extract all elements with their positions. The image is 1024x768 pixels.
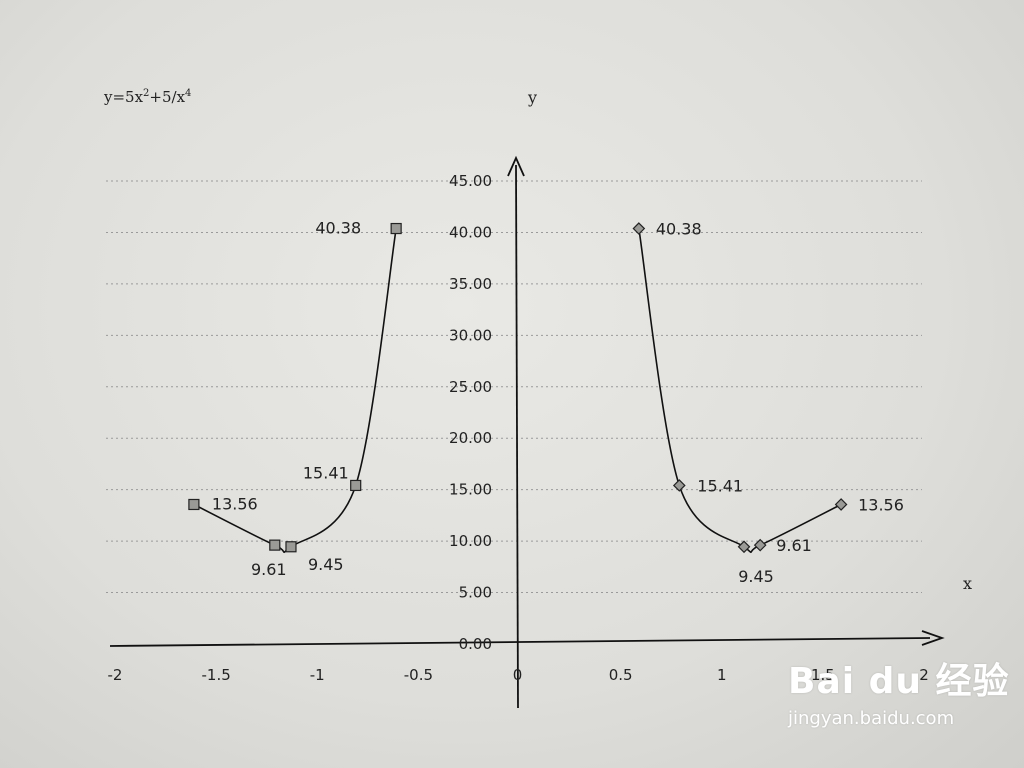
data-point-diamond <box>632 222 646 235</box>
series-line <box>193 228 397 554</box>
watermark: Bai du 经验 jingyan.baidu.com <box>788 652 1010 729</box>
y-tick-label: 10.00 <box>449 532 492 550</box>
x-tick-label: 0 <box>513 666 523 684</box>
data-label: 40.38 <box>315 219 361 238</box>
x-tick-label: -0.5 <box>404 666 433 684</box>
y-tick-label: 20.00 <box>449 429 492 447</box>
data-point-diamond <box>834 498 848 511</box>
data-point-square <box>285 541 297 553</box>
data-point-square <box>188 498 200 511</box>
series-line <box>638 228 842 554</box>
y-tick-label: 0.00 <box>459 635 492 653</box>
x-tick-label: -1.5 <box>201 666 230 684</box>
y-tick-label: 45.00 <box>449 172 492 190</box>
x-axis-arrow <box>921 630 945 646</box>
y-axis-title: y <box>528 88 538 107</box>
data-label: 40.38 <box>656 220 702 239</box>
data-point-square <box>269 539 281 551</box>
data-point-diamond <box>737 540 751 554</box>
watermark-brand: Bai du 经验 <box>788 661 1010 702</box>
data-label: 9.45 <box>308 555 344 574</box>
x-tick-labels: -2 -1.5 -1 -0.5 0 0.5 1 1.5 2 <box>108 666 929 684</box>
data-point-square <box>350 479 362 492</box>
x-tick-label: 0.5 <box>609 666 633 684</box>
x-tick-label: -2 <box>108 666 123 684</box>
data-label: 9.61 <box>251 560 287 579</box>
data-label: 9.61 <box>776 536 812 555</box>
watermark-url: jingyan.baidu.com <box>788 708 955 729</box>
x-tick-label: 2 <box>919 666 929 684</box>
data-label: 15.41 <box>697 476 743 495</box>
axes <box>109 155 945 709</box>
data-label: 9.45 <box>738 567 774 586</box>
grid-lines <box>106 180 922 594</box>
x-tick-label: 1 <box>717 666 727 684</box>
formula-base: y=5x <box>104 88 144 106</box>
y-axis-arrow <box>507 155 525 177</box>
y-tick-labels: 0.00 5.00 10.00 15.00 20.00 25.00 30.00 35.00 40… <box>449 172 492 653</box>
y-tick-label: 5.00 <box>459 584 492 602</box>
formula-exponent-4: 4 <box>185 88 192 99</box>
y-tick-label: 35.00 <box>449 275 492 293</box>
y-tick-label: 25.00 <box>449 378 492 396</box>
data-label: 13.56 <box>858 495 904 514</box>
y-tick-label: 15.00 <box>449 481 492 499</box>
data-point-diamond <box>753 538 767 552</box>
x-axis-line <box>109 637 931 647</box>
formula-mid: +5/x <box>149 88 186 106</box>
data-point-diamond <box>672 479 686 492</box>
x-tick-label: -1 <box>310 666 325 684</box>
data-label: 15.41 <box>303 463 349 482</box>
y-axis-line <box>515 164 519 709</box>
formula-title: y=5x2+5/x4 <box>104 88 191 106</box>
formula-exponent-2: 2 <box>143 88 150 99</box>
x-axis-title: x <box>963 574 973 593</box>
data-point-square <box>390 222 402 235</box>
x-tick-label: 1.5 <box>811 666 835 684</box>
y-tick-label: 40.00 <box>449 223 492 241</box>
y-tick-label: 30.00 <box>449 326 492 344</box>
data-label: 13.56 <box>212 494 258 513</box>
